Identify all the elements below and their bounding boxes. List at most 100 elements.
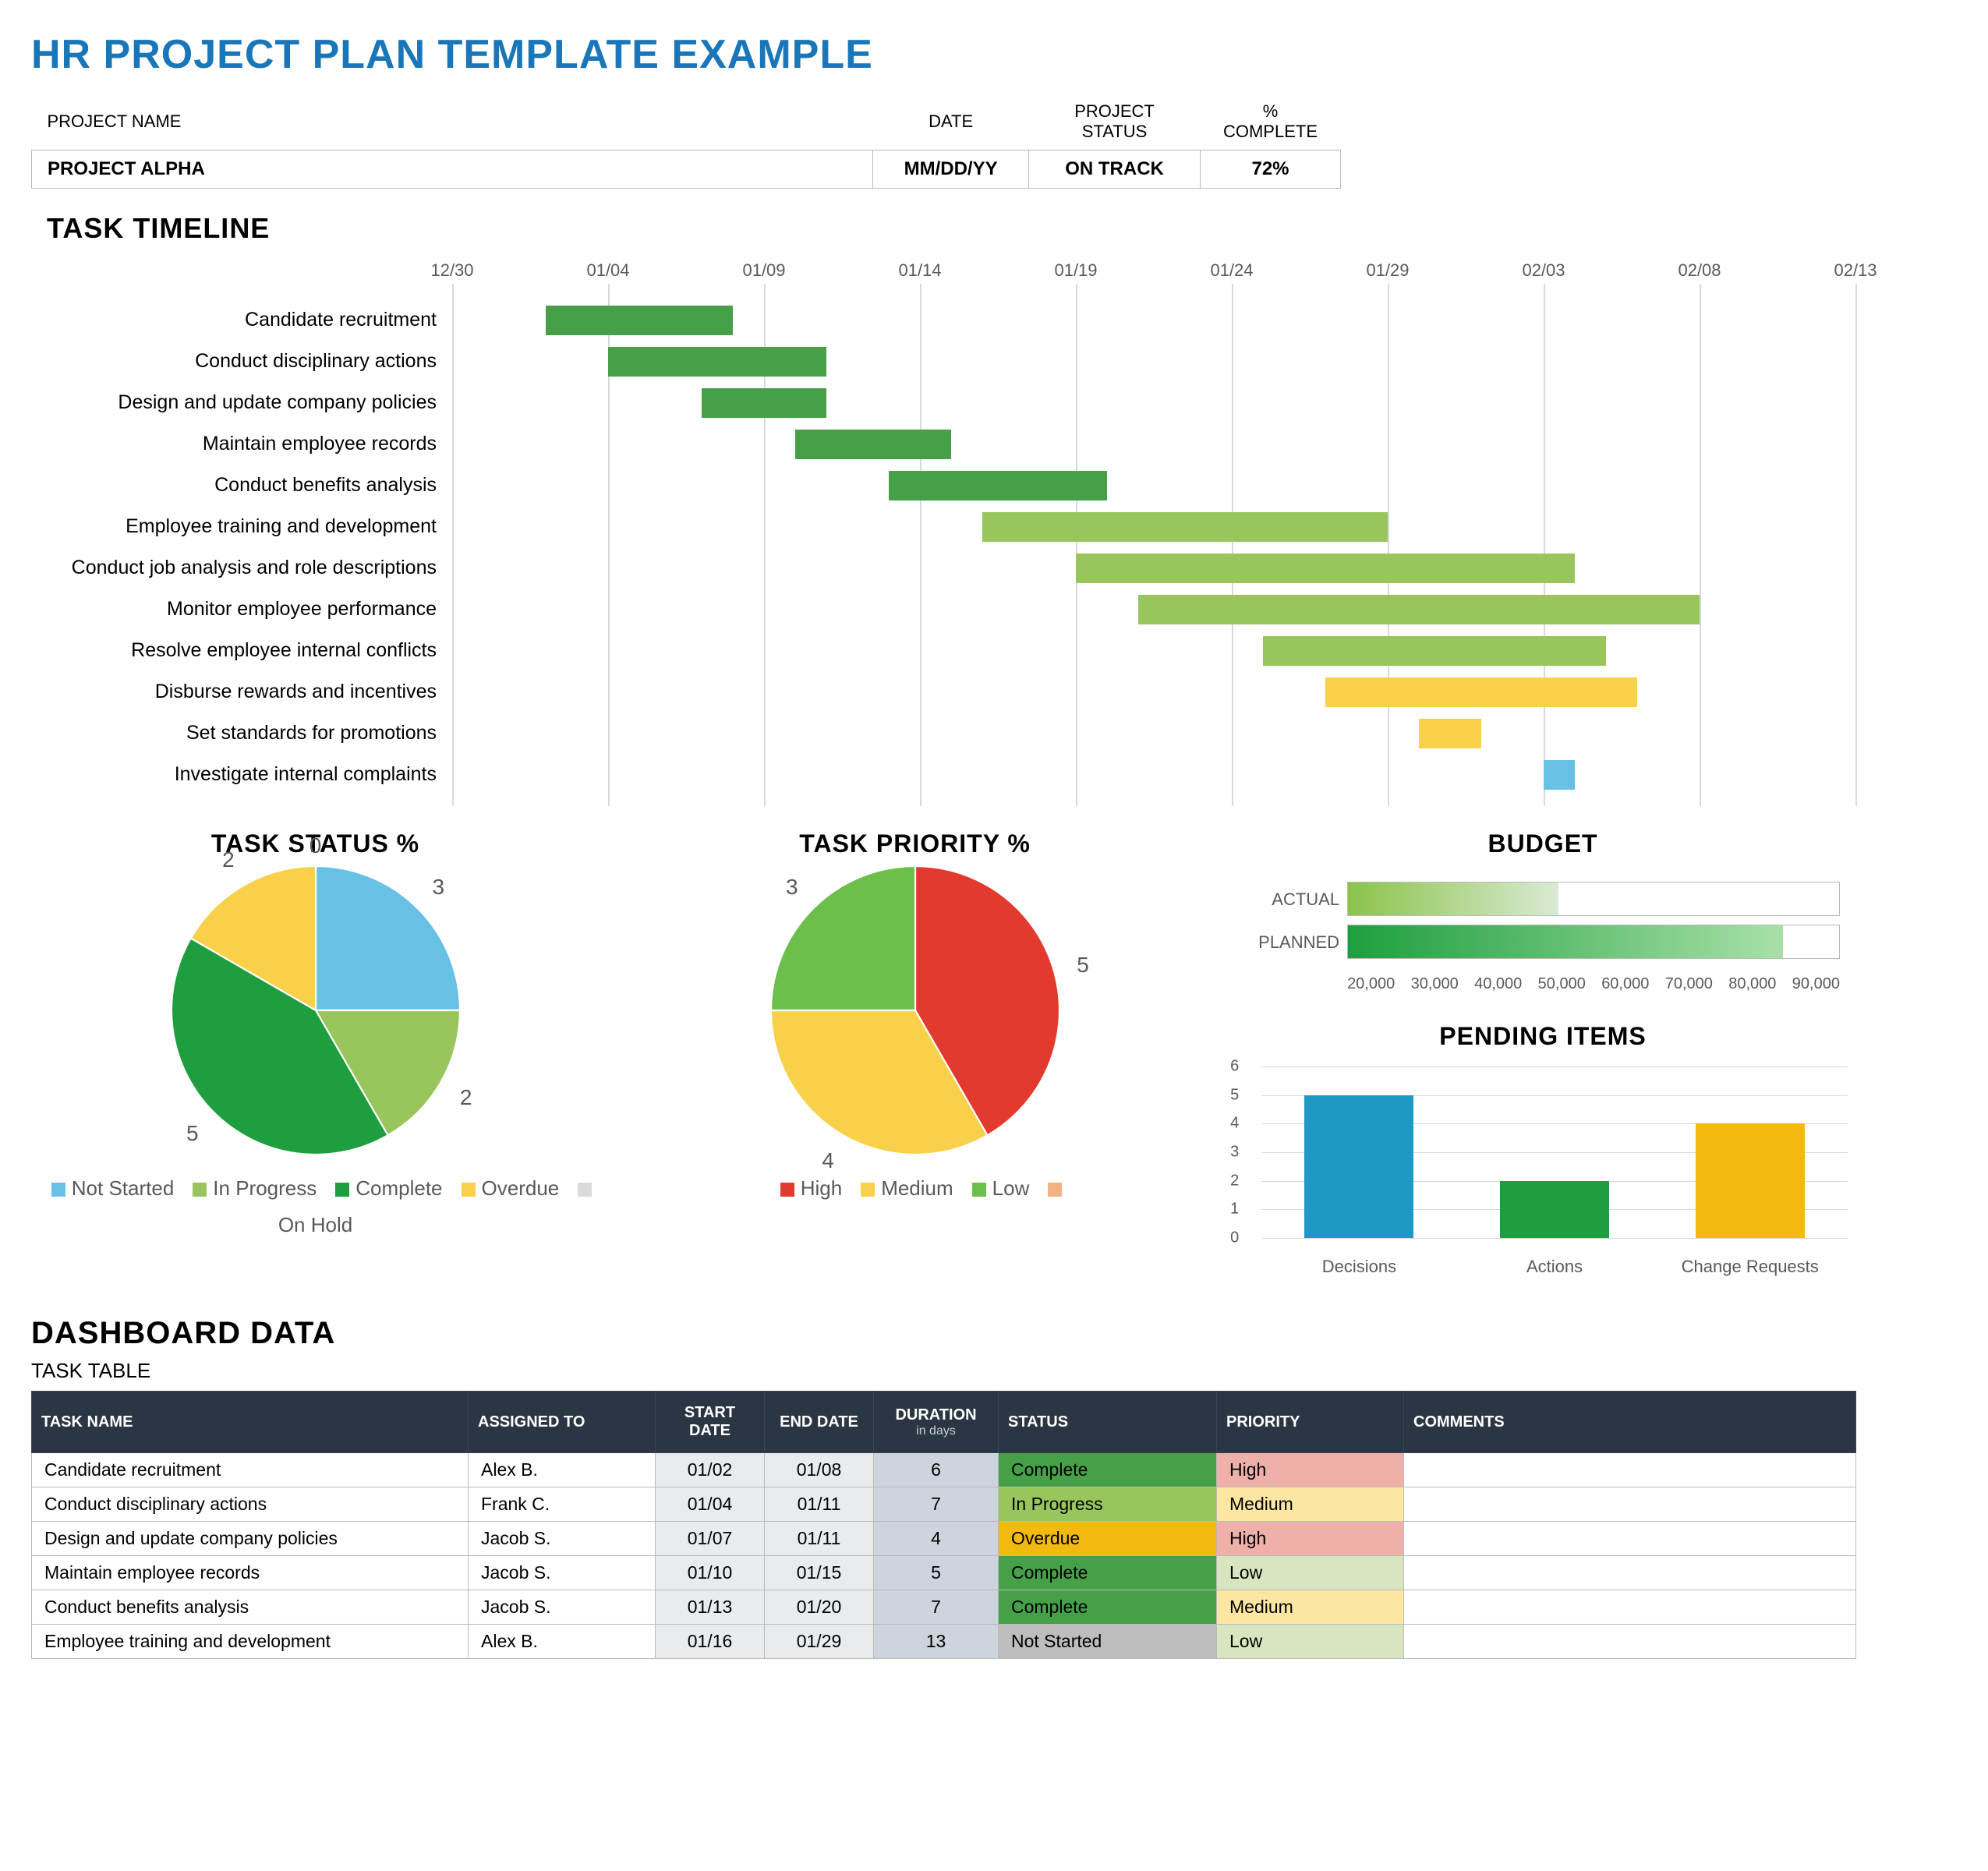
gantt-bar (608, 347, 826, 377)
table-cell: Overdue (999, 1522, 1217, 1556)
gantt-bar (889, 471, 1107, 500)
gantt-row-label: Monitor employee performance (31, 589, 452, 630)
gantt-bar (1544, 760, 1575, 790)
legend-swatch (51, 1183, 65, 1197)
table-cell: Alex B. (469, 1453, 656, 1487)
pending-xlabel: Decisions (1261, 1257, 1457, 1277)
legend-label: In Progress (213, 1176, 317, 1200)
timeline-gridline (920, 284, 921, 806)
budget-tick: 50,000 (1538, 975, 1586, 993)
table-cell: Maintain employee records (32, 1556, 469, 1590)
timeline-gridline (452, 284, 454, 806)
timeline-tick-label: 02/08 (1678, 260, 1721, 281)
gantt-bar (1263, 636, 1606, 666)
table-cell: Conduct benefits analysis (32, 1590, 469, 1625)
pending-ytick: 6 (1230, 1058, 1239, 1076)
pending-bar (1304, 1095, 1413, 1238)
legend-label: Overdue (482, 1176, 560, 1200)
task-table: TASK NAMEASSIGNED TOSTART DATEEND DATEDU… (31, 1391, 1856, 1659)
task-priority-title: TASK PRIORITY % (631, 829, 1199, 858)
table-cell (1404, 1522, 1856, 1556)
table-cell: Medium (1217, 1487, 1404, 1522)
table-row: Conduct benefits analysisJacob S.01/1301… (32, 1590, 1856, 1625)
budget-tick: 20,000 (1347, 975, 1395, 993)
table-row: Candidate recruitmentAlex B.01/0201/086C… (32, 1453, 1856, 1487)
table-row: Maintain employee recordsJacob S.01/1001… (32, 1556, 1856, 1590)
legend-label: Not Started (72, 1176, 175, 1200)
gantt-bar (1325, 677, 1637, 707)
timeline-tick-label: 01/04 (586, 260, 629, 281)
table-cell: High (1217, 1522, 1404, 1556)
table-cell: 7 (874, 1590, 999, 1625)
table-header: END DATE (765, 1392, 874, 1453)
table-cell: 01/29 (765, 1625, 874, 1659)
gantt-bar (795, 430, 951, 459)
table-header: STATUS (999, 1392, 1217, 1453)
budget-bar-fill (1348, 882, 1558, 915)
pending-title: PENDING ITEMS (1230, 1022, 1855, 1051)
budget-bar-track (1347, 925, 1840, 959)
budget-tick: 30,000 (1411, 975, 1459, 993)
table-cell: 01/07 (656, 1522, 765, 1556)
table-cell: 7 (874, 1487, 999, 1522)
pie-value: 2 (460, 1085, 472, 1110)
gantt-row-label: Candidate recruitment (31, 299, 452, 341)
table-cell: Complete (999, 1590, 1217, 1625)
pie-slice (316, 866, 460, 1010)
pending-gridline (1261, 1066, 1848, 1067)
table-cell: Medium (1217, 1590, 1404, 1625)
budget-tick: 70,000 (1665, 975, 1713, 993)
pending-ytick: 4 (1230, 1115, 1239, 1133)
legend-swatch (780, 1183, 794, 1197)
pending-xlabel: Change Requests (1652, 1257, 1848, 1277)
table-header: DURATIONin days (874, 1392, 999, 1453)
legend-label: On Hold (278, 1213, 352, 1236)
table-header: PRIORITY (1217, 1392, 1404, 1453)
label-project-name: PROJECT NAME (32, 94, 873, 150)
table-cell: 01/15 (765, 1556, 874, 1590)
timeline-tick-label: 01/09 (742, 260, 785, 281)
task-status-chart: TASK STATUS % 32520 Not StartedIn Progre… (31, 829, 600, 1277)
timeline-gridline (1855, 284, 1857, 806)
timeline-tick-label: 02/13 (1834, 260, 1877, 281)
legend-label: Low (992, 1176, 1030, 1200)
table-cell (1404, 1625, 1856, 1659)
pending-gridline (1261, 1238, 1848, 1239)
table-cell: Employee training and development (32, 1625, 469, 1659)
label-pct: % COMPLETE (1201, 94, 1341, 150)
table-cell: 01/08 (765, 1453, 874, 1487)
table-cell: 01/10 (656, 1556, 765, 1590)
gantt-chart: Candidate recruitmentConduct disciplinar… (31, 260, 1855, 806)
table-row: Conduct disciplinary actionsFrank C.01/0… (32, 1487, 1856, 1522)
table-cell: 01/02 (656, 1453, 765, 1487)
timeline-tick-label: 02/03 (1522, 260, 1565, 281)
budget-tick: 90,000 (1792, 975, 1840, 993)
pie-value: 5 (1077, 953, 1089, 978)
table-cell: Not Started (999, 1625, 1217, 1659)
table-cell: Complete (999, 1453, 1217, 1487)
dashboard-subtitle: TASK TABLE (31, 1359, 1957, 1383)
value-project-name: PROJECT ALPHA (32, 150, 873, 189)
timeline-tick-label: 01/24 (1210, 260, 1253, 281)
page-title: HR PROJECT PLAN TEMPLATE EXAMPLE (31, 31, 1957, 78)
table-cell (1404, 1556, 1856, 1590)
timeline-gridline (1388, 284, 1389, 806)
project-header-table: PROJECT NAME DATE PROJECT STATUS % COMPL… (31, 94, 1341, 189)
gantt-row-label: Maintain employee records (31, 423, 452, 465)
gantt-row-label: Investigate internal complaints (31, 754, 452, 795)
table-cell: Jacob S. (469, 1590, 656, 1625)
gantt-bar (1138, 595, 1700, 624)
table-cell (1404, 1590, 1856, 1625)
timeline-tick-label: 01/19 (1054, 260, 1097, 281)
table-cell: 13 (874, 1625, 999, 1659)
gantt-row-label: Set standards for promotions (31, 713, 452, 754)
gantt-row-label: Disburse rewards and incentives (31, 671, 452, 713)
table-cell: 01/20 (765, 1590, 874, 1625)
task-priority-chart: TASK PRIORITY % 543 HighMediumLow (631, 829, 1199, 1277)
pending-ytick: 2 (1230, 1172, 1239, 1190)
budget-bar-fill (1348, 925, 1783, 958)
budget-tick: 40,000 (1474, 975, 1522, 993)
gantt-row-label: Design and update company policies (31, 382, 452, 423)
gantt-row-label: Resolve employee internal conflicts (31, 630, 452, 671)
table-cell: 6 (874, 1453, 999, 1487)
